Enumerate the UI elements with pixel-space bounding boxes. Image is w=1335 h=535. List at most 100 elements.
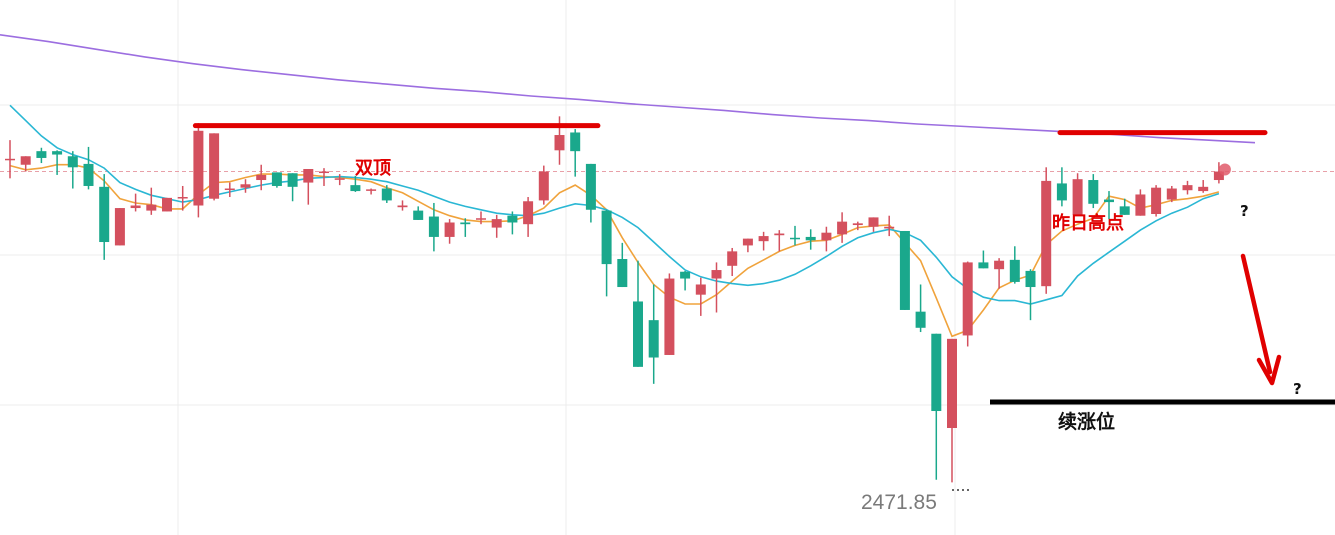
candle-body xyxy=(413,210,424,220)
candle-body xyxy=(742,238,753,246)
candle xyxy=(538,165,549,205)
candle xyxy=(1009,246,1020,284)
candle-body xyxy=(381,188,392,201)
candle-body xyxy=(20,156,31,165)
candle-body xyxy=(962,262,973,336)
candle-body xyxy=(287,173,298,187)
candle-body xyxy=(1198,186,1209,192)
annotation-continuation-level: 续涨位 xyxy=(1058,410,1115,433)
candle xyxy=(36,147,47,164)
candle xyxy=(1072,173,1083,215)
candle-body xyxy=(507,215,518,223)
candle-body xyxy=(224,188,235,191)
candle-body xyxy=(648,320,659,358)
annotation-shapes xyxy=(192,123,1335,491)
candle xyxy=(491,214,502,238)
candle xyxy=(1151,185,1162,217)
candle-body xyxy=(915,311,926,328)
candle-body xyxy=(711,270,722,279)
candle xyxy=(177,185,188,211)
candle xyxy=(1041,167,1052,294)
candle-body xyxy=(538,171,549,201)
candle-body xyxy=(947,338,957,428)
candle xyxy=(758,231,769,251)
candle xyxy=(852,221,863,231)
candle-body xyxy=(899,230,910,310)
candle-body xyxy=(1088,180,1099,204)
candle-body xyxy=(114,208,125,246)
candle xyxy=(742,238,753,253)
candle xyxy=(648,284,659,384)
candle xyxy=(381,185,392,203)
candle-body xyxy=(1056,183,1067,201)
candle xyxy=(1135,189,1146,216)
candle-body xyxy=(1119,206,1130,215)
candle xyxy=(1182,180,1193,195)
candle-body xyxy=(1135,194,1146,216)
candle xyxy=(523,197,534,237)
candle-body xyxy=(1166,188,1177,200)
candle-body xyxy=(554,135,565,151)
candle xyxy=(271,172,282,188)
candle-body xyxy=(1104,199,1114,203)
moving-average-line-3 xyxy=(0,34,1256,144)
candle xyxy=(476,211,486,225)
down-arrow-shaft xyxy=(1240,253,1273,375)
candle-body xyxy=(319,171,329,174)
candle-body xyxy=(994,260,1005,270)
candle xyxy=(837,212,848,243)
candle xyxy=(790,225,800,246)
candle xyxy=(319,168,329,186)
candle xyxy=(99,174,110,260)
candle-body xyxy=(837,221,848,235)
candle xyxy=(366,188,377,195)
candle-body xyxy=(334,178,345,180)
candle xyxy=(460,218,471,237)
candle xyxy=(162,197,172,212)
candle-body xyxy=(1182,185,1193,191)
candle xyxy=(1056,167,1067,207)
candle-body xyxy=(256,174,267,181)
candle xyxy=(334,174,345,186)
candle xyxy=(633,260,643,367)
candles-group xyxy=(5,116,1224,483)
candle xyxy=(507,211,518,235)
candle xyxy=(428,202,439,252)
candle-body xyxy=(1025,270,1036,288)
candle-body xyxy=(130,205,141,209)
candle xyxy=(287,173,298,202)
candle xyxy=(962,261,973,347)
annotation-yesterday-high: 昨日高点 xyxy=(1052,212,1124,234)
candle xyxy=(67,151,78,189)
candle-body xyxy=(303,168,314,183)
candle-body xyxy=(570,132,581,152)
candle xyxy=(193,123,204,218)
candle xyxy=(397,200,408,211)
candle-body xyxy=(460,222,471,225)
candle-body xyxy=(633,301,643,367)
annotation-question-top: ? xyxy=(1240,202,1249,220)
low-price-label: 2471.85 xyxy=(861,491,937,514)
candle-body xyxy=(664,278,675,355)
down-arrow-head xyxy=(1256,354,1282,386)
candle-body xyxy=(209,133,220,199)
candle-body xyxy=(727,251,738,266)
candle-body xyxy=(67,156,78,168)
candle xyxy=(240,179,251,193)
candle xyxy=(1088,174,1099,209)
candle-body xyxy=(1041,180,1052,287)
candle-body xyxy=(852,223,863,226)
candle-body xyxy=(1009,259,1020,282)
candle xyxy=(350,175,361,192)
candle xyxy=(915,284,926,333)
annotation-question-bottom: ? xyxy=(1293,380,1302,398)
candle-body xyxy=(790,237,800,240)
last-price-dot xyxy=(1218,163,1231,176)
candle xyxy=(947,338,957,483)
candle xyxy=(256,164,267,191)
candle-body xyxy=(1072,179,1083,215)
candle-body xyxy=(83,163,94,186)
candle xyxy=(695,277,706,316)
candle xyxy=(130,193,141,212)
